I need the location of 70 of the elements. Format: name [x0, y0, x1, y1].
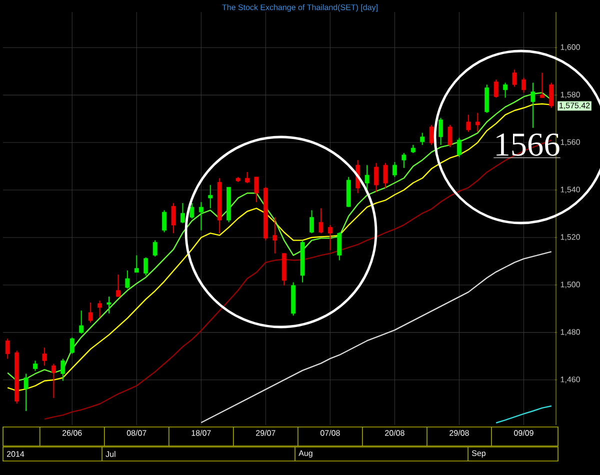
- candlestick: [33, 360, 38, 372]
- y-tick-label: 1,520: [560, 234, 580, 241]
- candlestick: [88, 302, 93, 324]
- candlestick: [134, 254, 139, 273]
- y-tick-label: 1,500: [560, 282, 580, 288]
- candlestick: [254, 176, 259, 203]
- candlestick: [245, 171, 250, 184]
- x-tick-label: 08/07: [126, 430, 146, 436]
- candlestick: [272, 216, 278, 254]
- candlestick: [180, 202, 185, 224]
- candlestick: [198, 202, 204, 231]
- line-series: [495, 405, 552, 424]
- candlestick: [475, 112, 480, 132]
- candlestick: [448, 124, 452, 148]
- y-tick-label: 1,480: [560, 329, 580, 336]
- x-tick-label: 20/08: [385, 430, 404, 436]
- candlestick: [106, 296, 112, 314]
- candlestick: [70, 337, 74, 354]
- candlestick: [429, 124, 434, 146]
- y-tick-label: 1,460: [560, 376, 580, 384]
- candlestick: [162, 210, 167, 233]
- text: 2014: [7, 451, 24, 457]
- text: Sep: [472, 450, 486, 458]
- text: Aug: [298, 450, 312, 458]
- candlestick: [208, 184, 213, 209]
- candlestick: [42, 347, 47, 366]
- candlestick: [438, 117, 444, 146]
- candlestick: [328, 224, 332, 251]
- candlestick: [310, 210, 314, 234]
- y-tick-label: 1,580: [560, 92, 580, 98]
- candlestick: [24, 373, 28, 412]
- chart-title: The Stock Exchange of Thailand(SET) [day]: [222, 4, 378, 12]
- candlestick: [318, 208, 324, 234]
- candlestick: [420, 132, 425, 146]
- candlestick: [79, 310, 84, 334]
- candlestick: [522, 77, 526, 94]
- candlestick: [392, 162, 397, 178]
- candlestick: [125, 270, 130, 290]
- candlestick: [144, 256, 148, 276]
- candlestick: [337, 232, 342, 261]
- candlestick: [512, 69, 517, 88]
- y-tick-label: 1,540: [560, 186, 580, 194]
- candlestick: [402, 152, 406, 168]
- candlestick: [374, 162, 378, 193]
- candlestick: [98, 300, 102, 318]
- candlestick: [383, 162, 388, 189]
- candlestick: [171, 202, 176, 234]
- candlestick: [456, 137, 462, 158]
- candlestick: [60, 358, 66, 382]
- x-tick-label: 09/09: [514, 430, 534, 436]
- candlestick: [494, 79, 498, 98]
- candlestick: [5, 338, 10, 360]
- text: 1,575.42: [560, 102, 590, 110]
- x-tick-label: 07/08: [320, 430, 340, 436]
- x-tick-label: 26/06: [62, 430, 82, 436]
- x-tick-label: 29/07: [256, 430, 276, 436]
- x-tick-label: 18/07: [192, 430, 211, 436]
- candlestick: [152, 240, 158, 257]
- x-tick-label: 29/08: [450, 430, 469, 436]
- candlestick: [549, 82, 554, 108]
- candlestick: [466, 114, 471, 132]
- candlestick: [116, 274, 120, 298]
- candlestick: [51, 363, 56, 398]
- candlestick: [530, 82, 536, 128]
- candlestick: [190, 202, 194, 219]
- y-tick-label: 1,560: [560, 139, 580, 146]
- y-tick-label: 1,600: [560, 44, 580, 51]
- text: Jul: [106, 451, 116, 457]
- candlestick: [540, 72, 544, 98]
- candlestick: [503, 82, 508, 98]
